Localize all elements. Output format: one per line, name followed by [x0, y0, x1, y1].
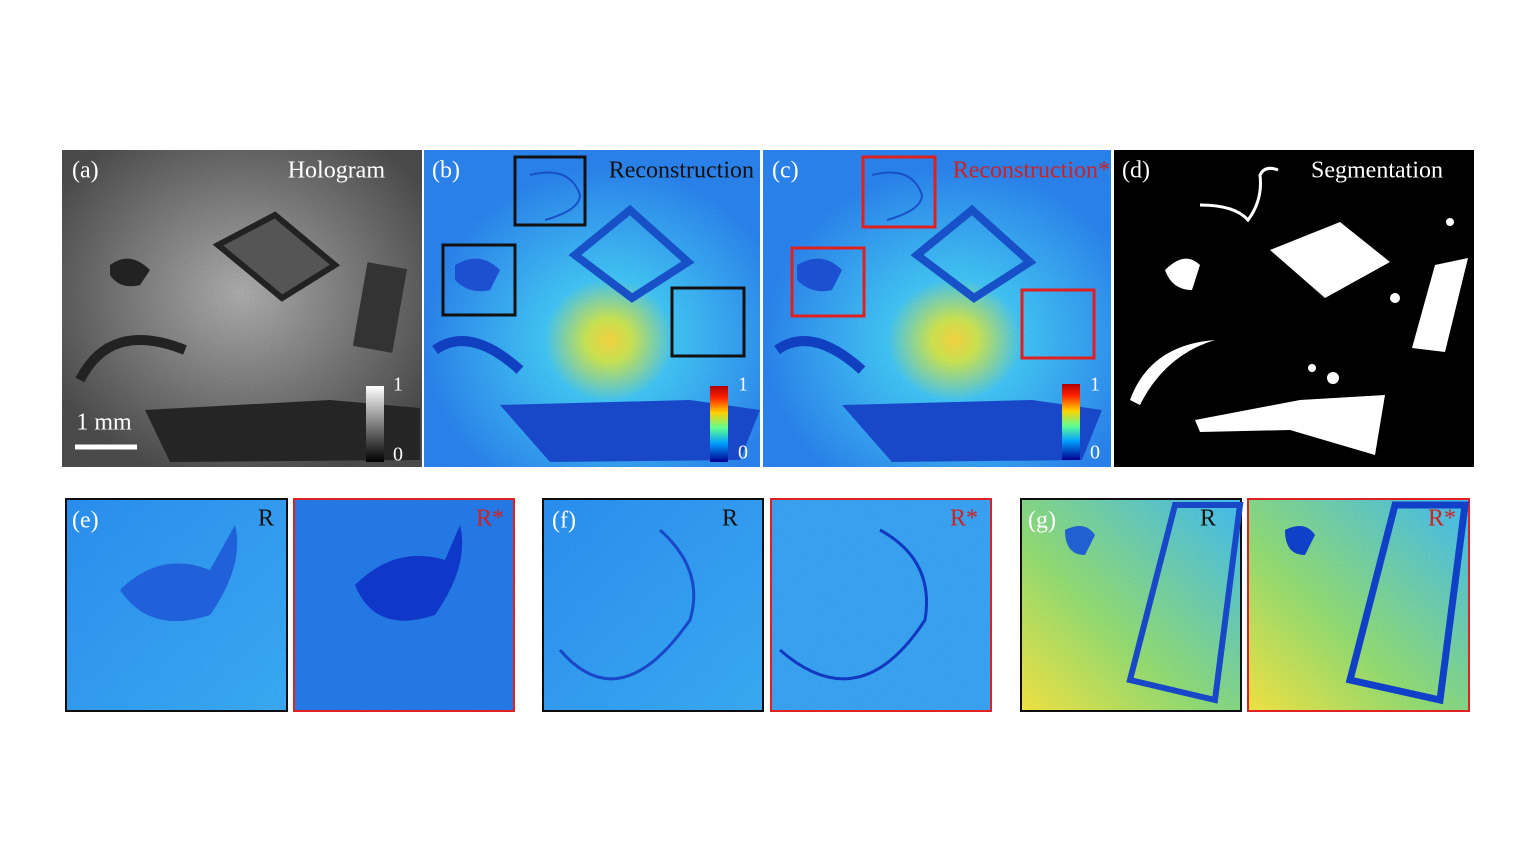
panel-title: Reconstruction — [609, 158, 754, 184]
right-label: R* — [950, 506, 978, 532]
colorbar — [710, 386, 728, 462]
colorbar-max: 1 — [738, 374, 748, 396]
panel-title: Hologram — [288, 158, 386, 184]
colorbar-min: 0 — [1090, 442, 1100, 464]
colorbar — [366, 386, 384, 462]
scale-label: 1 mm — [76, 410, 132, 436]
panel-e: (e) R R* — [63, 496, 517, 714]
panel-label: (c) — [772, 158, 799, 184]
panel-c: 1 0 (c) Reconstruction* — [763, 150, 1111, 467]
panel-f: (f) R R* — [540, 496, 994, 714]
panel-label: (d) — [1122, 158, 1150, 184]
colorbar-min: 0 — [738, 442, 748, 464]
panel-label: (a) — [72, 158, 99, 184]
right-label: R* — [476, 506, 504, 532]
panel-b: 1 0 (b) Reconstruction — [424, 150, 760, 467]
panel-label: (f) — [552, 508, 576, 534]
panel-g: (g) R R* — [1018, 496, 1472, 714]
left-label: R — [722, 506, 738, 532]
panel-a: 1 mm 1 0 (a) Hologram — [62, 150, 422, 467]
colorbar — [1062, 384, 1080, 460]
left-label: R — [258, 506, 274, 532]
colorbar-min: 0 — [393, 444, 403, 466]
panel-d: (d) Segmentation — [1114, 150, 1474, 467]
panel-label: (b) — [432, 158, 460, 184]
panel-title: Segmentation — [1311, 158, 1443, 184]
right-label: R* — [1428, 506, 1456, 532]
colorbar-max: 1 — [1090, 374, 1100, 396]
panel-label: (e) — [72, 508, 99, 534]
panel-title: Reconstruction* — [953, 158, 1110, 184]
left-label: R — [1200, 506, 1216, 532]
colorbar-max: 1 — [393, 374, 403, 396]
panel-label: (g) — [1028, 508, 1056, 534]
